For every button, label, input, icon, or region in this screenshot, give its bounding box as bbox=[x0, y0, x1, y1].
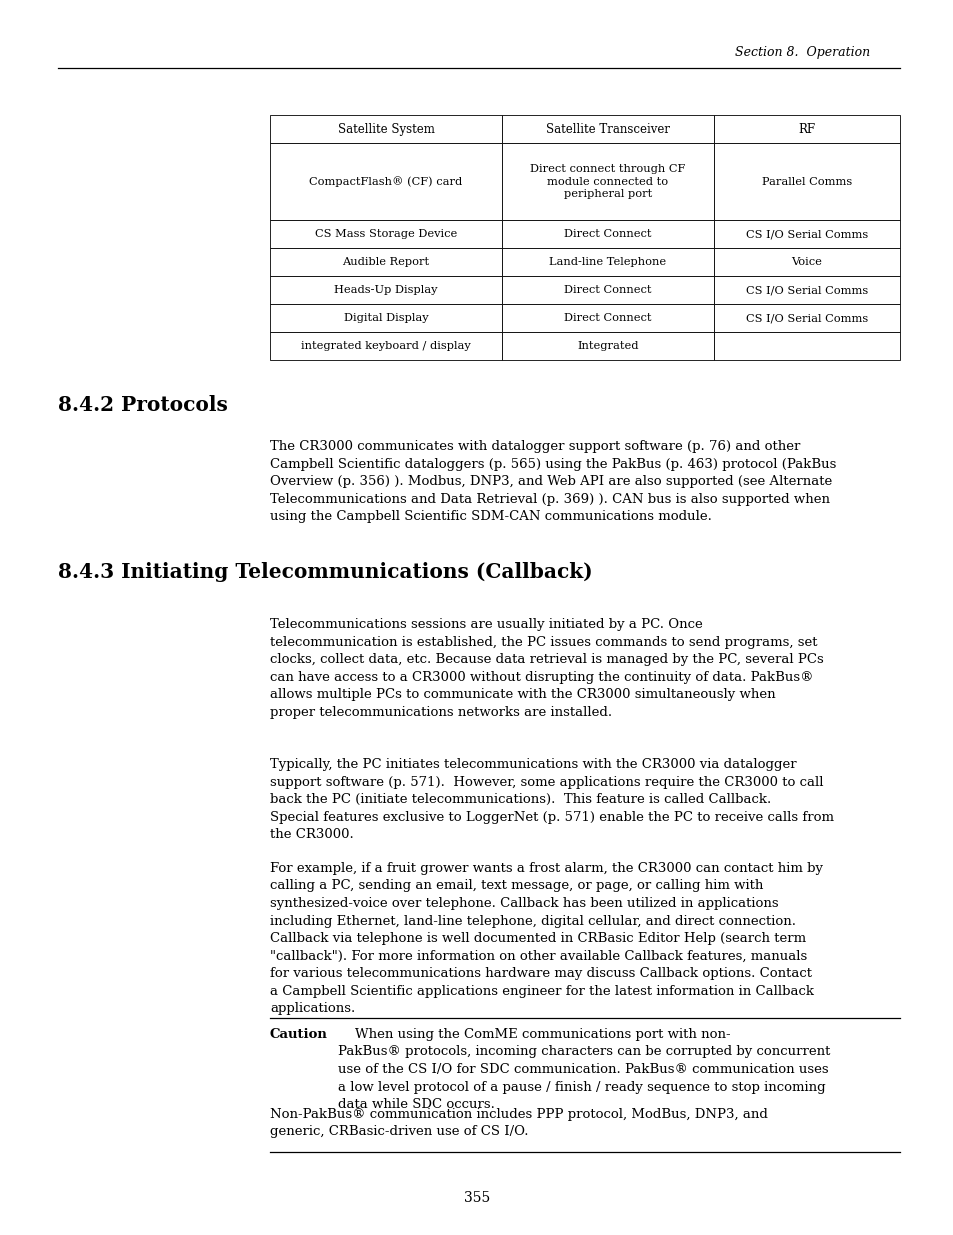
Text: Typically, the PC initiates telecommunications with the CR3000 via datalogger
su: Typically, the PC initiates telecommunic… bbox=[270, 758, 833, 841]
Text: Caution: Caution bbox=[270, 1028, 328, 1041]
Bar bbox=[713, 248, 899, 275]
Text: Satellite Transceiver: Satellite Transceiver bbox=[545, 122, 669, 136]
Text: Direct Connect: Direct Connect bbox=[563, 312, 651, 324]
Text: Direct Connect: Direct Connect bbox=[563, 285, 651, 295]
Text: Non-PakBus® communication includes PPP protocol, ModBus, DNP3, and
generic, CRBa: Non-PakBus® communication includes PPP p… bbox=[270, 1108, 767, 1139]
Bar bbox=[270, 115, 501, 143]
Bar bbox=[270, 248, 501, 275]
Text: For example, if a fruit grower wants a frost alarm, the CR3000 can contact him b: For example, if a fruit grower wants a f… bbox=[270, 862, 822, 1015]
Bar bbox=[270, 304, 501, 332]
Bar bbox=[270, 332, 501, 359]
Text: 8.4.2 Protocols: 8.4.2 Protocols bbox=[58, 395, 228, 415]
Bar bbox=[713, 275, 899, 304]
Bar bbox=[501, 304, 713, 332]
Text: Digital Display: Digital Display bbox=[343, 312, 428, 324]
Text: CS I/O Serial Comms: CS I/O Serial Comms bbox=[745, 285, 867, 295]
Bar bbox=[713, 332, 899, 359]
Text: integrated keyboard / display: integrated keyboard / display bbox=[301, 341, 471, 351]
Text: Satellite System: Satellite System bbox=[337, 122, 434, 136]
Text: CS Mass Storage Device: CS Mass Storage Device bbox=[314, 228, 456, 240]
Bar bbox=[270, 220, 501, 248]
Text: Direct Connect: Direct Connect bbox=[563, 228, 651, 240]
Text: CS I/O Serial Comms: CS I/O Serial Comms bbox=[745, 228, 867, 240]
Bar bbox=[270, 143, 501, 220]
Text: Section 8.  Operation: Section 8. Operation bbox=[734, 46, 869, 58]
Text: When using the ComME communications port with non-
PakBus® protocols, incoming c: When using the ComME communications port… bbox=[337, 1028, 829, 1112]
Bar bbox=[501, 220, 713, 248]
Text: Heads-Up Display: Heads-Up Display bbox=[334, 285, 437, 295]
Bar bbox=[501, 248, 713, 275]
Bar bbox=[713, 143, 899, 220]
Text: Telecommunications sessions are usually initiated by a PC. Once
telecommunicatio: Telecommunications sessions are usually … bbox=[270, 618, 822, 719]
Bar bbox=[501, 332, 713, 359]
Text: Parallel Comms: Parallel Comms bbox=[761, 177, 851, 186]
Bar bbox=[501, 115, 713, 143]
Bar bbox=[713, 220, 899, 248]
Text: Voice: Voice bbox=[791, 257, 821, 267]
Text: 8.4.3 Initiating Telecommunications (Callback): 8.4.3 Initiating Telecommunications (Cal… bbox=[58, 562, 592, 582]
Text: CS I/O Serial Comms: CS I/O Serial Comms bbox=[745, 312, 867, 324]
Bar bbox=[713, 304, 899, 332]
Bar bbox=[501, 143, 713, 220]
Text: Integrated: Integrated bbox=[577, 341, 639, 351]
Text: CompactFlash® (CF) card: CompactFlash® (CF) card bbox=[309, 177, 462, 186]
Bar bbox=[501, 275, 713, 304]
Text: Audible Report: Audible Report bbox=[342, 257, 429, 267]
Bar bbox=[713, 115, 899, 143]
Text: Direct connect through CF
module connected to
peripheral port: Direct connect through CF module connect… bbox=[530, 164, 685, 199]
Bar bbox=[270, 275, 501, 304]
Text: Land-line Telephone: Land-line Telephone bbox=[549, 257, 666, 267]
Text: RF: RF bbox=[798, 122, 815, 136]
Text: 355: 355 bbox=[463, 1191, 490, 1205]
Text: The CR3000 communicates with datalogger support software (p. 76) and other
Campb: The CR3000 communicates with datalogger … bbox=[270, 440, 836, 522]
